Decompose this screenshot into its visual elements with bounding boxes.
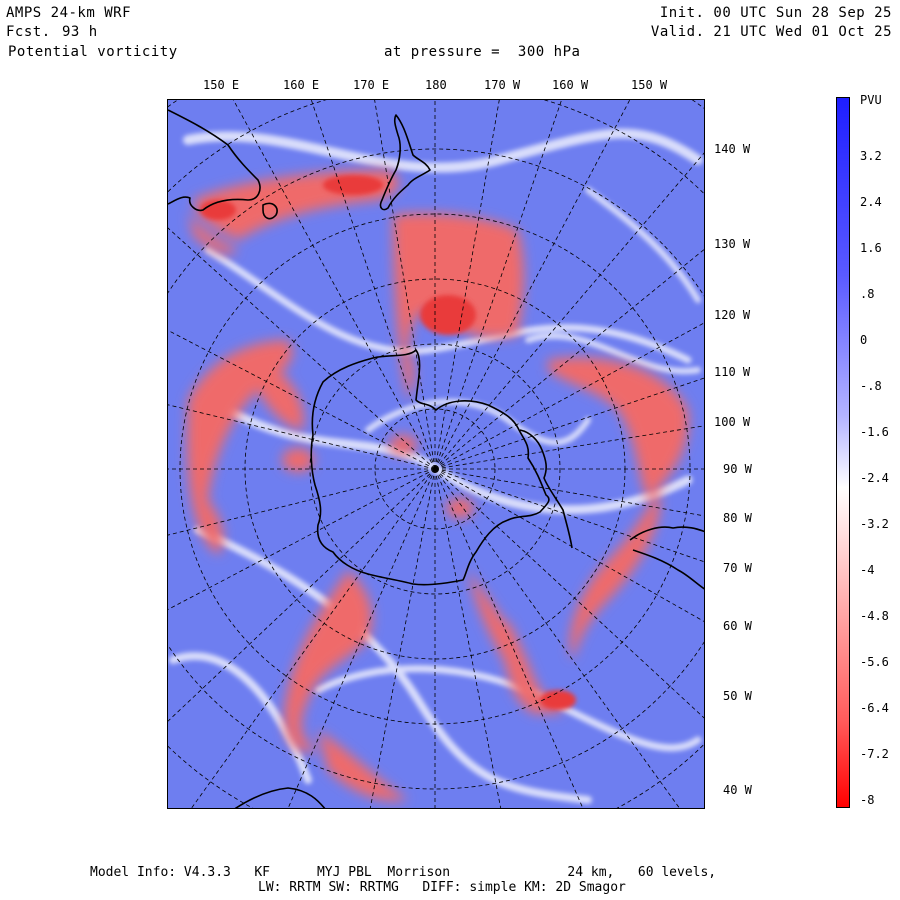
lon-label-right: 50 W [723,689,752,703]
model-title: AMPS 24-km WRF [6,5,132,21]
lon-label-top: 170 W [484,78,521,92]
colorbar-tick: -4 [860,563,875,577]
colorbar-tick: -6.4 [860,701,889,715]
model-info-line1: Model Info: V4.3.3 KF MYJ PBL Morrison 2… [90,865,717,880]
lon-label-top: 160 W [552,78,589,92]
colorbar-tick: -4.8 [860,609,889,623]
colorbar-tick: -3.2 [860,517,889,531]
meridians [168,100,704,808]
colorbar-tick: 0 [860,333,868,347]
lon-label-right: 110 W [714,365,751,379]
lon-label-right: 100 W [714,415,751,429]
lon-label-right: 60 W [723,619,752,633]
lon-label-right: 40 W [723,783,752,797]
pressure-level: at pressure = 300 hPa [384,44,581,60]
colorbar-tick: -1.6 [860,425,889,439]
lon-label-right: 140 W [714,142,751,156]
forecast-label: Fcst. [6,24,51,40]
lon-label-top: 160 E [283,78,320,92]
colorbar-tick: -5.6 [860,655,889,669]
lon-label-top: 180 [425,78,447,92]
lon-label-right: 120 W [714,308,751,322]
south-africa-coast [234,787,326,808]
lon-label-right: 70 W [723,561,752,575]
forecast-hour: 93 h [62,24,98,40]
lon-label-top: 150 W [631,78,668,92]
colorbar-tick: 3.2 [860,149,882,163]
colorbar-tick: -.8 [860,379,882,393]
colorbar-tick: 1.6 [860,241,882,255]
colorbar-tick: -7.2 [860,747,889,761]
lon-label-right: 130 W [714,237,751,251]
model-info-line2: LW: RRTM SW: RRTMG DIFF: simple KM: 2D S… [258,880,626,895]
colorbar-tick: 2.4 [860,195,882,209]
field-name: Potential vorticity [8,44,178,60]
tasmania-coast [262,202,278,220]
antarctic-peninsula-coast [519,429,573,549]
lon-label-top: 170 E [353,78,390,92]
pv-field-svg [168,100,704,808]
colorbar-tick: -8 [860,793,875,807]
coastlines [168,109,704,808]
colorbar-unit: PVU [860,93,882,107]
pv-map [167,99,705,809]
lon-label-right: 90 W [723,462,752,476]
lon-label-top: 150 E [203,78,240,92]
init-time: Init. 00 UTC Sun 28 Sep 25 [659,5,892,21]
new-zealand-coast [379,114,431,211]
lon-label-right: 80 W [723,511,752,525]
antarctica-coast [310,349,550,586]
colorbar [836,97,850,808]
valid-time: Valid. 21 UTC Wed 01 Oct 25 [650,24,892,40]
colorbar-tick: -2.4 [860,471,889,485]
australia-coast [168,109,261,212]
colorbar-tick: .8 [860,287,875,301]
south-america-coast [629,526,704,590]
